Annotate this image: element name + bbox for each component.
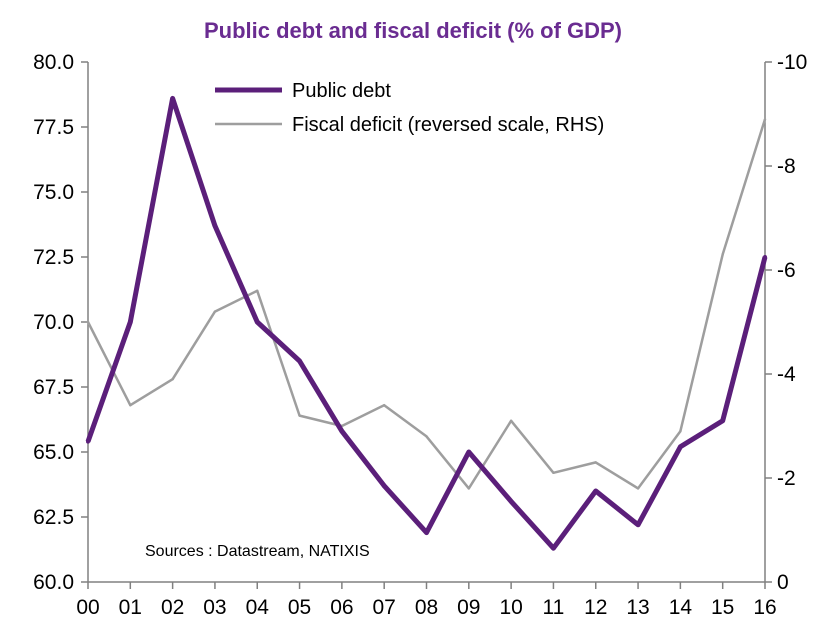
chart-title: Public debt and fiscal deficit (% of GDP… [204,18,622,43]
public-debt-point [170,96,175,101]
fiscal-deficit-point [256,289,259,292]
left-tick-label: 75.0 [33,181,74,204]
public-debt-point [424,530,429,535]
fiscal-deficit-point [382,404,386,407]
public-debt-point [678,444,683,449]
axes: 80.0 77.5 75.0 72.5 70.0 67.5 65.0 62.5 60.0 -10 -… [33,51,807,619]
public-debt-point [255,320,260,324]
source-note: Sources : Datastream, NATIXIS [145,543,370,560]
left-tick-label: 77.5 [33,116,74,139]
left-tick-label: 62.5 [33,506,74,529]
left-tick-label: 80.0 [33,51,74,74]
fiscal-deficit-point [425,435,428,438]
x-tick-label: 12 [584,596,607,619]
series-fiscal-deficit-line [86,118,767,490]
public-debt-point [636,522,641,527]
x-tick-label: 04 [246,596,270,619]
public-debt-point [509,499,514,504]
fiscal-deficit-point [763,118,767,121]
left-tick-label: 72.5 [33,246,74,269]
right-tick-label: 0 [777,571,789,594]
x-tick-label: 03 [203,596,226,619]
x-tick-label: 11 [543,596,565,619]
x-tick-label: 06 [330,596,353,619]
right-tick-label: -2 [777,467,796,490]
x-tick-label: 08 [415,596,438,619]
x-tick-label: 13 [626,596,649,619]
public-debt-point [297,359,302,363]
legend-label-public-debt: Public debt [292,80,391,102]
x-tick-label: 05 [288,596,311,619]
x-tick-label: 02 [161,596,184,619]
public-debt-point [212,223,217,228]
public-debt-point [339,429,344,434]
x-tick-label: 09 [457,596,480,619]
fiscal-deficit-point [213,310,217,313]
public-debt-point [720,418,725,423]
series-public-debt-line [85,95,768,551]
public-debt-point [382,483,387,488]
series-layer [85,95,768,551]
x-tick-label: 14 [669,596,693,619]
fiscal-deficit-point [679,430,682,433]
public-debt-point [593,489,598,493]
legend: Public debt Fiscal deficit (reversed scal… [215,80,604,136]
x-tick-label: 16 [753,596,776,619]
left-tick-label: 70.0 [33,311,74,334]
left-tick-label: 60.0 [33,571,74,594]
left-tick-label: 67.5 [33,376,74,399]
right-tick-label: -6 [777,259,796,282]
public-debt-point [128,320,133,324]
public-debt-point [551,546,556,551]
x-tick-label: 00 [76,596,99,619]
fiscal-deficit-point [86,320,90,324]
right-tick-label: -10 [777,51,807,74]
fiscal-deficit-point [721,253,724,256]
fiscal-deficit-point [298,414,301,417]
fiscal-deficit-point [594,461,597,464]
fiscal-deficit-point [636,487,640,490]
x-tick-label: 07 [373,596,396,619]
public-debt-point [466,450,471,454]
public-debt-point [763,255,767,259]
right-tick-label: -8 [777,155,796,178]
fiscal-deficit-point [171,378,174,381]
fiscal-deficit-point [552,471,555,474]
x-tick-label: 10 [499,596,522,619]
public-debt-point [86,439,90,444]
fiscal-deficit-point [509,419,513,422]
fiscal-deficit-point [129,404,132,407]
x-tick-label: 15 [711,596,734,619]
fiscal-deficit-point [467,487,471,490]
legend-label-fiscal-deficit: Fiscal deficit (reversed scale, RHS) [292,114,604,136]
left-tick-label: 65.0 [33,441,74,464]
x-tick-label: 01 [119,596,142,619]
right-tick-label: -4 [777,363,796,386]
